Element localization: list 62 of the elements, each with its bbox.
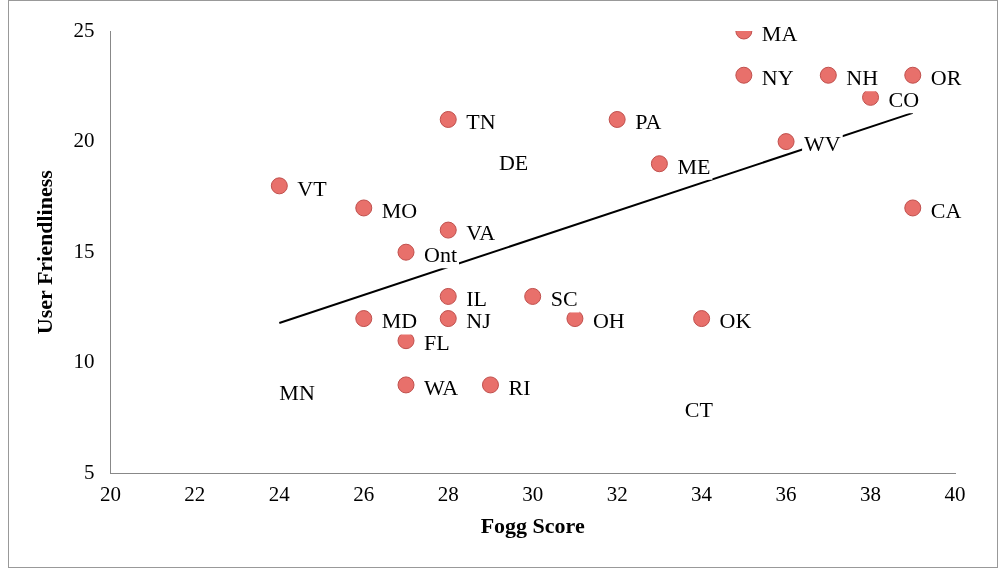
point (777, 133, 795, 151)
x-tick-label: 32 (606, 481, 628, 506)
annotation: MO (381, 197, 418, 223)
x-tick-label: 24 (268, 481, 291, 506)
annotation: CT (684, 397, 714, 423)
annotation: ME (677, 153, 711, 179)
y-tick-label: 5 (83, 459, 95, 484)
annotation: Ont (424, 241, 458, 267)
x-tick-label: 38 (860, 481, 882, 506)
annotation: OH (592, 308, 625, 334)
point (904, 66, 922, 84)
annotation: NY (761, 65, 794, 91)
x-tick-label: 40 (944, 481, 966, 506)
point (650, 155, 668, 173)
annotation: VT (297, 175, 328, 201)
point (608, 110, 626, 128)
annotation: OK (719, 308, 752, 334)
annotation: CA (930, 197, 962, 223)
point (566, 310, 584, 328)
y-tick-label: 10 (73, 349, 95, 374)
annotation: VA (466, 219, 496, 245)
point (439, 221, 457, 239)
annotation: PA (635, 109, 662, 135)
point (355, 199, 373, 217)
point (355, 310, 373, 328)
x-axis-title: Fogg Score (480, 513, 585, 539)
x-tick-label: 28 (437, 481, 459, 506)
point (439, 310, 457, 328)
annotation: WA (424, 374, 459, 400)
annotation: CO (888, 87, 920, 113)
annotation: MA (761, 20, 798, 46)
point (524, 287, 542, 305)
point (397, 376, 415, 394)
point (397, 243, 415, 261)
y-tick-label: 15 (73, 238, 95, 263)
point (735, 66, 753, 84)
point (270, 177, 288, 195)
annotation: MN (279, 379, 315, 405)
annotation: OR (930, 65, 962, 91)
point (439, 287, 457, 305)
x-tick-label: 36 (775, 481, 797, 506)
x-tick-label: 20 (99, 481, 121, 506)
annotation: NH (846, 65, 879, 91)
point (439, 110, 457, 128)
annotation: DE (498, 149, 529, 175)
x-tick-label: 30 (522, 481, 544, 506)
x-tick-label: 22 (184, 481, 206, 506)
point (904, 199, 922, 217)
annotation: SC (550, 286, 578, 312)
annotation: MD (381, 308, 418, 334)
annotation: TN (466, 109, 496, 135)
annotation: FL (424, 330, 450, 356)
y-tick-label: 25 (73, 17, 95, 42)
point (819, 66, 837, 84)
annotation: RI (508, 374, 531, 400)
annotation: WV (804, 131, 841, 157)
point (693, 310, 711, 328)
x-tick-label: 34 (691, 481, 713, 506)
y-tick-label: 20 (73, 128, 95, 153)
y-axis-title: User Friendliness (31, 169, 57, 335)
x-tick-label: 26 (353, 481, 375, 506)
point (481, 376, 499, 394)
